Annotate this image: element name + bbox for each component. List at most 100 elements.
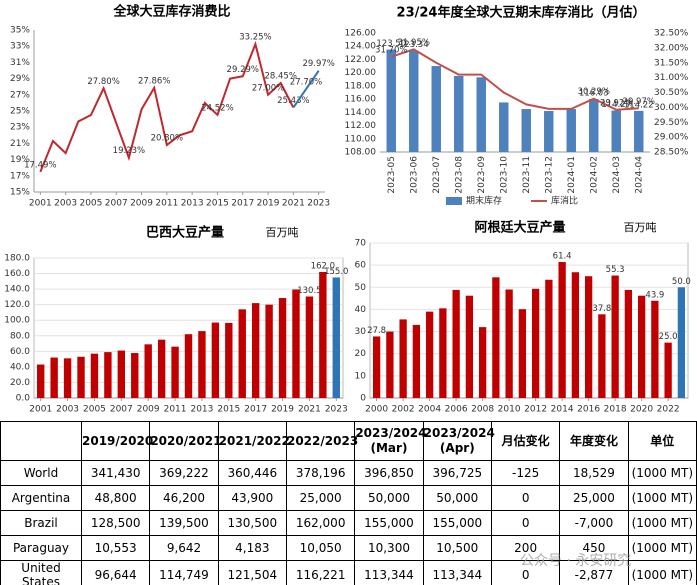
y2-tick-label: 32.00%	[654, 43, 689, 53]
header-text: 年度变化	[569, 433, 618, 448]
table-cell: 396,850	[354, 460, 424, 486]
table-cell: 155,000	[354, 510, 424, 536]
y-tick-label: 120.00	[345, 68, 377, 78]
bar	[278, 298, 287, 398]
value-label: 33.25%	[239, 33, 271, 43]
bar	[399, 319, 407, 398]
x-tick-label: 2016	[577, 405, 600, 415]
bar	[77, 356, 85, 398]
header-text: 2019/2020	[82, 433, 154, 448]
line	[39, 40, 295, 173]
bar	[431, 66, 441, 152]
bar	[386, 49, 396, 152]
table-cell: 96,644	[80, 560, 151, 585]
x-tick-label: 2012	[524, 405, 547, 415]
bar	[104, 352, 112, 398]
y-tick-label: 108.00	[345, 148, 377, 158]
x-tick-label: 2001	[29, 405, 52, 415]
table-cell: 48,800	[80, 485, 151, 511]
x-tick-label: 2009	[130, 199, 153, 209]
header-line: (Mar)	[370, 441, 408, 455]
table-row: World 341,430 369,222 360,446 378,196 396,850…	[0, 460, 697, 486]
x-tick-label: 2023-11	[522, 156, 532, 194]
y-tick-label: 60	[355, 261, 367, 271]
bar	[409, 50, 419, 152]
x-tick-label: 2003	[54, 199, 77, 209]
value-label: 29.97%	[623, 97, 655, 107]
table-cell: 43,900	[217, 485, 287, 511]
value-label: 130.5	[297, 286, 321, 296]
table-row: Brazil 128,500 139,500 130,500 162,000 155,00…	[0, 510, 697, 536]
x-tick-label: 2024-02	[589, 156, 599, 194]
header-cell: 2019/2020	[80, 421, 154, 461]
table-cell: 10,300	[354, 535, 424, 561]
x-tick-label: 2001	[29, 199, 52, 209]
bar	[372, 336, 381, 398]
bar	[598, 314, 606, 398]
table-cell: 0	[490, 510, 561, 536]
value-label: 27.8	[367, 326, 386, 336]
y-tick-label: 27%	[10, 90, 30, 100]
x-tick-label: 2023-06	[409, 156, 419, 194]
y-tick-label: 20	[355, 349, 367, 359]
bar	[571, 272, 580, 398]
header-row: 2019/2020 2020/2021 2021/2022 2022/2023 2023…	[0, 421, 697, 461]
header-cell: 年度变化	[559, 421, 629, 461]
table-cell: 155,000	[422, 510, 492, 536]
bar	[584, 276, 593, 398]
value-label: 61.4	[553, 252, 572, 262]
bar	[63, 358, 72, 398]
y-tick-label: 29%	[10, 74, 30, 84]
y-tick-label: 70	[355, 239, 367, 249]
table-cell: 10,050	[285, 535, 356, 561]
bar	[651, 300, 659, 398]
bar	[531, 288, 540, 398]
x-tick-label: 2023	[325, 405, 348, 415]
y-tick-label: 114.00	[345, 108, 377, 118]
x-tick-label: 2023-05	[387, 156, 397, 194]
y-tick-label: 17%	[10, 171, 30, 181]
table-row: United States 96,644 114,749 121,504 116,221…	[0, 560, 697, 585]
y-tick-label: 33%	[10, 42, 30, 52]
x-tick-label: 2020	[630, 405, 653, 415]
header-line: 2023/2024	[423, 426, 495, 440]
y-tick-label: 160.0	[4, 269, 30, 279]
value-label: 17.49%	[24, 160, 56, 170]
row-label: United States	[0, 560, 82, 585]
bar	[518, 309, 527, 398]
x-tick-label: 2010	[498, 405, 521, 415]
x-tick-label: 2004	[418, 405, 441, 415]
table-cell: 50,000	[354, 485, 424, 511]
x-tick-label: 2009	[137, 405, 160, 415]
header-line: 2023/2024	[355, 426, 427, 440]
row-label: Argentina	[0, 485, 82, 511]
bar	[454, 75, 464, 152]
x-tick-label: 2023	[307, 199, 330, 209]
y2-tick-label: 28.50%	[654, 148, 689, 158]
value-label: 155.0	[324, 267, 348, 277]
line	[292, 70, 320, 109]
bar	[305, 296, 314, 398]
value-label: 28.45%	[265, 72, 297, 82]
bar	[50, 357, 58, 398]
table-cell: 0	[490, 560, 561, 585]
header-cell: 2020/2021	[149, 421, 222, 461]
chart-title: 23/24年度全球大豆期末库存消比（月估）	[397, 5, 646, 21]
y-tick-label: 40.0	[10, 362, 30, 372]
bar	[292, 289, 300, 398]
table-row: Argentina 48,800 46,200 43,900 25,000 50,000 5…	[0, 485, 697, 511]
table-cell: (1000 MT)	[627, 560, 697, 585]
table-cell: 130,500	[217, 510, 287, 536]
x-tick-label: 2011	[164, 405, 187, 415]
table-cell: 114,749	[149, 560, 219, 585]
table-cell: 139,500	[149, 510, 219, 536]
bar	[589, 98, 599, 152]
bar	[499, 102, 509, 152]
bar	[412, 324, 421, 398]
table-cell: 4,183	[217, 535, 287, 561]
bar	[117, 350, 126, 398]
table-cell: 10,500	[422, 535, 492, 561]
bar	[144, 344, 152, 398]
bar	[37, 364, 45, 398]
y-tick-label: 60.0	[10, 347, 30, 357]
